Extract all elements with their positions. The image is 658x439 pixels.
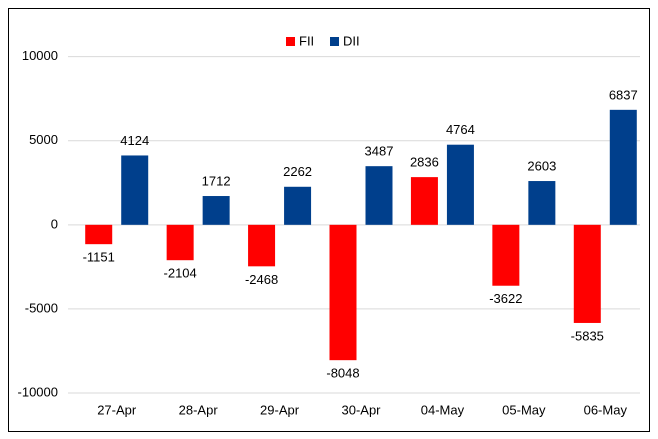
bar [166, 224, 194, 261]
x-tick-label: 28-Apr [179, 402, 219, 417]
data-label: 2836 [410, 155, 439, 170]
x-tick-label: 05-May [502, 402, 546, 417]
bar [492, 224, 520, 286]
data-label: 1712 [202, 173, 231, 188]
data-label: 2603 [527, 158, 556, 173]
data-label: -2468 [245, 272, 278, 287]
bar [248, 224, 276, 267]
bar [284, 186, 312, 225]
bar [446, 144, 474, 225]
y-tick-label: -5000 [25, 300, 58, 315]
legend-swatch [330, 37, 339, 46]
x-tick-label: 27-Apr [97, 402, 137, 417]
bar [329, 224, 357, 361]
data-label: -5835 [571, 328, 604, 343]
data-label: 4764 [446, 122, 475, 137]
bar [410, 177, 438, 225]
bar [609, 109, 637, 225]
x-tick-label: 04-May [421, 402, 465, 417]
x-tick-label: 29-Apr [260, 402, 300, 417]
data-label: -3622 [489, 291, 522, 306]
data-label: 6837 [609, 87, 638, 102]
x-tick-label: 06-May [584, 402, 628, 417]
data-label: -2104 [164, 266, 197, 281]
bar [85, 224, 113, 245]
y-tick-label: -10000 [18, 384, 58, 399]
data-label: -8048 [326, 366, 359, 381]
data-label: -1151 [83, 250, 115, 265]
y-tick-label: 10000 [22, 48, 58, 63]
legend-label: FII [299, 33, 314, 48]
bar [121, 155, 149, 225]
bar [573, 224, 601, 323]
legend-label: DII [343, 33, 360, 48]
bar [365, 166, 393, 225]
legend-swatch [286, 37, 295, 46]
data-label: 4124 [120, 133, 149, 148]
y-tick-label: 5000 [29, 132, 58, 147]
x-tick-label: 30-Apr [341, 402, 381, 417]
bar [202, 196, 230, 225]
data-label: 3487 [365, 144, 394, 159]
bar [528, 181, 556, 225]
data-label: 2262 [283, 164, 312, 179]
y-tick-label: 0 [51, 216, 58, 231]
